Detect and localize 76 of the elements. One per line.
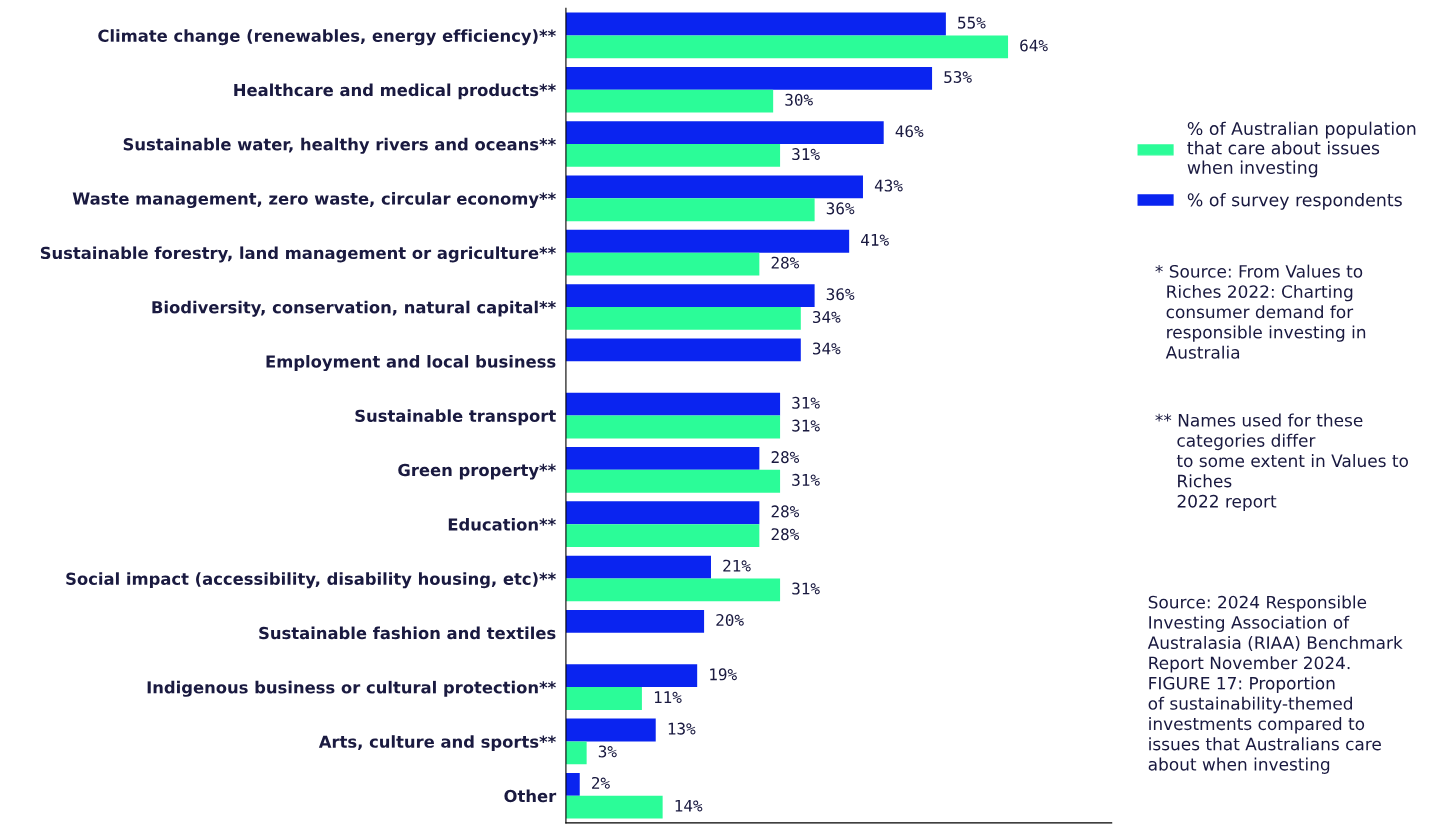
data-label: 34% bbox=[812, 310, 841, 324]
y-tick-label: Indigenous business or cultural protection** bbox=[147, 680, 556, 697]
bar bbox=[565, 66, 933, 90]
text: * Source: From Values to Riches 2022: Charting consumer demand for responsible investing in Australia bbox=[1155, 264, 1366, 359]
bar bbox=[565, 306, 801, 330]
data-label: 36% bbox=[826, 288, 855, 301]
bar bbox=[565, 35, 1009, 59]
bar bbox=[565, 12, 946, 36]
data-label: 19% bbox=[710, 668, 737, 681]
data-label: 3% bbox=[598, 745, 617, 758]
y-tick-label: Healthcare and medical products** bbox=[234, 83, 556, 100]
y-tick-label: Sustainable forestry, land management or agriculture** bbox=[40, 246, 556, 263]
data-label: 14% bbox=[675, 799, 703, 812]
y-tick-label: Arts, culture and sports** bbox=[318, 735, 556, 752]
y-tick-label: Sustainable transport bbox=[355, 409, 556, 426]
data-label: 11% bbox=[654, 691, 682, 703]
y-tick-label: Climate change (renewables, energy efficiency)** bbox=[98, 29, 556, 46]
data-label: 28% bbox=[771, 451, 800, 464]
data-label: 31% bbox=[792, 148, 820, 161]
data-label: 28% bbox=[771, 505, 800, 518]
text: ** Names used for these categories differ to some extent in Values to Riches 2022 report bbox=[1155, 413, 1408, 511]
bar bbox=[565, 687, 642, 710]
bar bbox=[565, 795, 663, 819]
data-label: 53% bbox=[944, 70, 972, 83]
bar bbox=[565, 469, 781, 493]
y-tick-label: Biodiversity, conservation, natural capital** bbox=[152, 300, 556, 317]
bar bbox=[565, 447, 760, 470]
bar bbox=[565, 718, 656, 742]
bar bbox=[565, 578, 781, 602]
bar bbox=[565, 524, 760, 547]
data-label: 31% bbox=[792, 419, 820, 432]
y-tick-label: Sustainable fashion and textiles bbox=[259, 626, 556, 640]
data-label: 36% bbox=[826, 202, 855, 215]
y-tick-label: Education** bbox=[448, 517, 556, 531]
bar bbox=[565, 741, 587, 765]
data-label: 31% bbox=[792, 396, 820, 409]
data-label: 46% bbox=[895, 125, 924, 138]
y-tick-label: Green property** bbox=[398, 463, 556, 480]
data-label: 20% bbox=[716, 613, 744, 627]
bar bbox=[565, 198, 815, 222]
bar bbox=[565, 121, 884, 145]
bar bbox=[565, 229, 850, 253]
data-label: 28% bbox=[771, 528, 800, 541]
data-label: 31% bbox=[792, 582, 820, 595]
text: Source: 2024 Responsible Investing Association of Australasia (RIAA) Benchmark Report November 2024. FIGURE 17: Proportion of sustainability-themed investments compared to issues that Australians care about when investing bbox=[1147, 595, 1403, 774]
data-label: 55% bbox=[958, 16, 986, 29]
bar bbox=[565, 772, 580, 796]
bar bbox=[565, 252, 760, 276]
bar bbox=[565, 501, 760, 525]
data-label: 41% bbox=[861, 234, 889, 246]
bar bbox=[565, 284, 815, 307]
bar bbox=[565, 392, 781, 416]
data-label: 43% bbox=[874, 179, 903, 192]
bar bbox=[565, 555, 711, 579]
bar bbox=[565, 175, 863, 199]
data-label: 64% bbox=[1020, 39, 1048, 52]
legend-label: % of survey respondents bbox=[1187, 192, 1402, 210]
legend-label: % of Australian population that care about issues when investing bbox=[1187, 121, 1416, 178]
bar bbox=[565, 415, 781, 439]
data-label: 34% bbox=[812, 342, 841, 355]
y-tick-label: Waste management, zero waste, circular economy** bbox=[72, 192, 556, 209]
y-tick-label: Other bbox=[504, 789, 557, 803]
data-label: 2% bbox=[592, 776, 610, 789]
data-label: 31% bbox=[792, 473, 820, 486]
data-label: 30% bbox=[785, 93, 813, 106]
y-tick-label: Employment and local business bbox=[266, 355, 556, 372]
data-label: 13% bbox=[668, 722, 696, 735]
data-label: 21% bbox=[723, 559, 751, 572]
bar bbox=[565, 89, 774, 113]
y-tick-label: Sustainable water, healthy rivers and oceans** bbox=[123, 137, 556, 154]
data-label: 28% bbox=[771, 256, 800, 269]
bar bbox=[565, 338, 801, 362]
bar bbox=[565, 609, 705, 633]
bar bbox=[565, 144, 781, 167]
y-tick-label: Social impact (accessibility, disability housing, etc)** bbox=[66, 572, 556, 589]
bar bbox=[565, 664, 698, 688]
